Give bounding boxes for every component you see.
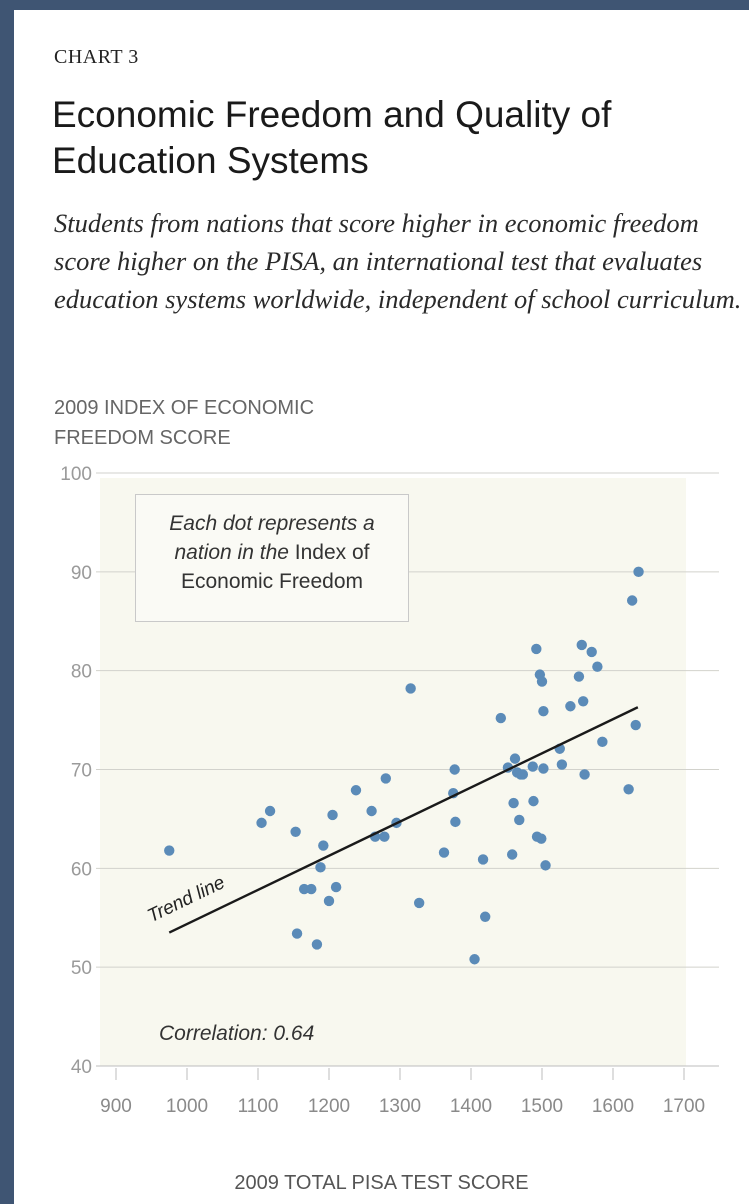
data-point [579, 769, 590, 780]
y-tick-label: 70 [71, 761, 92, 782]
data-point [597, 736, 608, 748]
data-point [318, 840, 329, 851]
chart-title: Economic Freedom and Quality of Educatio… [52, 94, 612, 181]
data-point [438, 847, 450, 858]
data-point [630, 719, 641, 731]
data-point [264, 805, 276, 817]
trend-line [168, 706, 639, 934]
data-point [633, 566, 644, 578]
data-point [536, 833, 547, 844]
data-point [573, 671, 585, 682]
note-line-3: Economic Freedom [180, 570, 364, 593]
data-point [366, 805, 377, 817]
data-point [538, 705, 549, 717]
y-tick-label: 80 [71, 662, 92, 683]
chart-note-box: Each dot represents a nation in the Inde… [135, 494, 409, 622]
data-point [350, 785, 362, 796]
data-point [405, 683, 416, 694]
data-point [531, 643, 542, 655]
note-line-2a: nation in the [174, 541, 295, 564]
x-axis-label: 2009 TOTAL PISA TEST SCORE [234, 1172, 529, 1194]
data-point [379, 831, 390, 842]
data-point [538, 763, 549, 774]
data-point [514, 814, 525, 826]
y-tick-label: 40 [71, 1057, 92, 1078]
note-line-2: nation in the Index of [136, 538, 408, 567]
data-point [540, 860, 551, 871]
y-tick-label: 60 [71, 859, 92, 880]
data-point [315, 862, 326, 873]
data-point [450, 816, 461, 828]
data-point [477, 854, 489, 865]
data-point [536, 676, 548, 687]
chart-subtitle: Students from nations that score higher … [54, 208, 742, 314]
chart-kicker: CHART 3 [54, 46, 139, 68]
data-point [449, 764, 460, 775]
note-line-2b: Index of [294, 541, 370, 564]
x-tick-label: 1100 [238, 1096, 279, 1117]
data-point [291, 928, 303, 939]
data-point [413, 897, 425, 909]
chart-card: CHART 3 Economic Freedom and Quality of … [14, 10, 749, 1204]
x-tick-label: 1200 [308, 1096, 350, 1117]
data-point [586, 646, 597, 658]
y-axis-label: 2009 INDEX OF ECONOMIC FREEDOM SCORE [54, 397, 315, 449]
data-point [306, 883, 317, 895]
correlation-label: Correlation: 0.64 [159, 1022, 315, 1045]
y-tick-label: 90 [71, 563, 92, 584]
data-point [495, 712, 507, 724]
y-tick-label: 100 [60, 464, 92, 485]
x-tick-label: 1500 [521, 1096, 563, 1117]
data-point [509, 753, 521, 764]
x-tick-label: 1400 [450, 1096, 492, 1117]
data-point [330, 881, 342, 893]
data-point [565, 701, 576, 712]
data-point [469, 954, 480, 965]
data-point [577, 696, 589, 707]
data-point [576, 639, 587, 651]
y-tick-label: 50 [71, 958, 92, 979]
data-point [592, 661, 603, 672]
data-point [623, 784, 634, 795]
note-line-1: Each dot represents a [169, 512, 375, 535]
data-point [380, 773, 391, 784]
x-tick-label: 1700 [663, 1096, 705, 1117]
x-tick-label: 1600 [592, 1096, 634, 1117]
data-point [164, 845, 175, 856]
x-tick-label: 1300 [379, 1096, 421, 1117]
x-tick-label: 900 [100, 1096, 132, 1117]
data-point [528, 795, 539, 807]
data-point [508, 797, 519, 809]
data-point [626, 595, 638, 606]
data-point [527, 761, 538, 772]
data-point [517, 769, 529, 780]
data-point [480, 911, 491, 922]
data-point [327, 809, 338, 821]
x-tick-label: 1000 [166, 1096, 208, 1117]
data-point [256, 817, 267, 829]
data-point [311, 939, 323, 950]
data-point [323, 895, 335, 907]
data-point [290, 826, 301, 837]
data-point [506, 849, 518, 860]
data-point [556, 759, 568, 770]
